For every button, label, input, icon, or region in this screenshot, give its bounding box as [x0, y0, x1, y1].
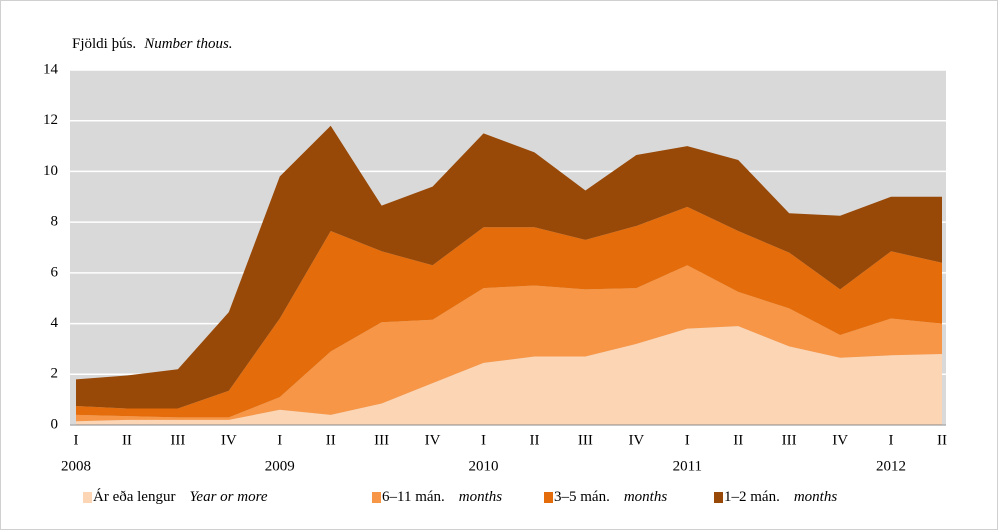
x-tick-label: IV [425, 432, 441, 448]
x-tick-label: I [481, 432, 486, 448]
axis-label-is: Fjöldi þús. [72, 36, 136, 52]
axis-label-en: Number thous. [143, 36, 232, 52]
x-tick-label: II [529, 432, 539, 448]
x-tick-label: IV [221, 432, 237, 448]
x-tick-label: I [277, 432, 282, 448]
area [76, 265, 942, 422]
y-tick-label: 2 [51, 366, 59, 382]
legend-swatch [83, 492, 92, 503]
x-group-label: 2009 [265, 458, 295, 474]
area [76, 326, 942, 425]
x-group-label: 2008 [61, 458, 91, 474]
y-tick-label: 0 [51, 416, 59, 432]
x-tick-label: II [937, 432, 947, 448]
legend-name-en: Year or more [189, 489, 267, 505]
legend-name-en: months [459, 489, 503, 505]
x-tick-label: IV [628, 432, 644, 448]
y-tick-label: 10 [43, 163, 58, 179]
x-group-label: 2010 [469, 458, 499, 474]
x-tick-label: I [889, 432, 894, 448]
legend-entry: 3–5 mán. months [554, 489, 667, 505]
legend-swatch [714, 492, 723, 503]
legend-name: 1–2 mán. [724, 489, 780, 505]
x-tick-label: III [374, 432, 389, 448]
legend-entry: Ár eða lengur Year or more [93, 488, 268, 505]
y-tick-label: 12 [43, 112, 58, 128]
legend-name: 6–11 mán. [382, 489, 445, 505]
x-tick-label: III [170, 432, 185, 448]
x-tick-label: II [122, 432, 132, 448]
legend-name-en: months [624, 489, 668, 505]
legend-name: 3–5 mán. [554, 489, 610, 505]
legend-entry: 1–2 mán. months [724, 489, 837, 505]
x-tick-label: I [74, 432, 79, 448]
x-tick-label: III [578, 432, 593, 448]
area [76, 125, 942, 409]
y-tick-label: 6 [51, 264, 59, 280]
legend-name-en: months [794, 489, 838, 505]
axis-label: Fjöldi þús. Number thous. [72, 36, 233, 52]
x-group-label: 2012 [876, 458, 906, 474]
legend-name: Ár eða lengur [93, 488, 175, 505]
y-tick-label: 14 [43, 61, 59, 77]
x-tick-label: I [685, 432, 690, 448]
x-tick-label: IV [832, 432, 848, 448]
y-tick-label: 8 [51, 214, 59, 230]
x-tick-label: II [733, 432, 743, 448]
legend-entry: 6–11 mán. months [382, 489, 502, 505]
legend-swatch [544, 492, 553, 503]
x-tick-label: II [326, 432, 336, 448]
legend-swatch [372, 492, 381, 503]
y-tick-label: 4 [51, 315, 59, 331]
area [76, 206, 942, 418]
x-tick-label: III [782, 432, 797, 448]
x-group-label: 2011 [673, 458, 702, 474]
